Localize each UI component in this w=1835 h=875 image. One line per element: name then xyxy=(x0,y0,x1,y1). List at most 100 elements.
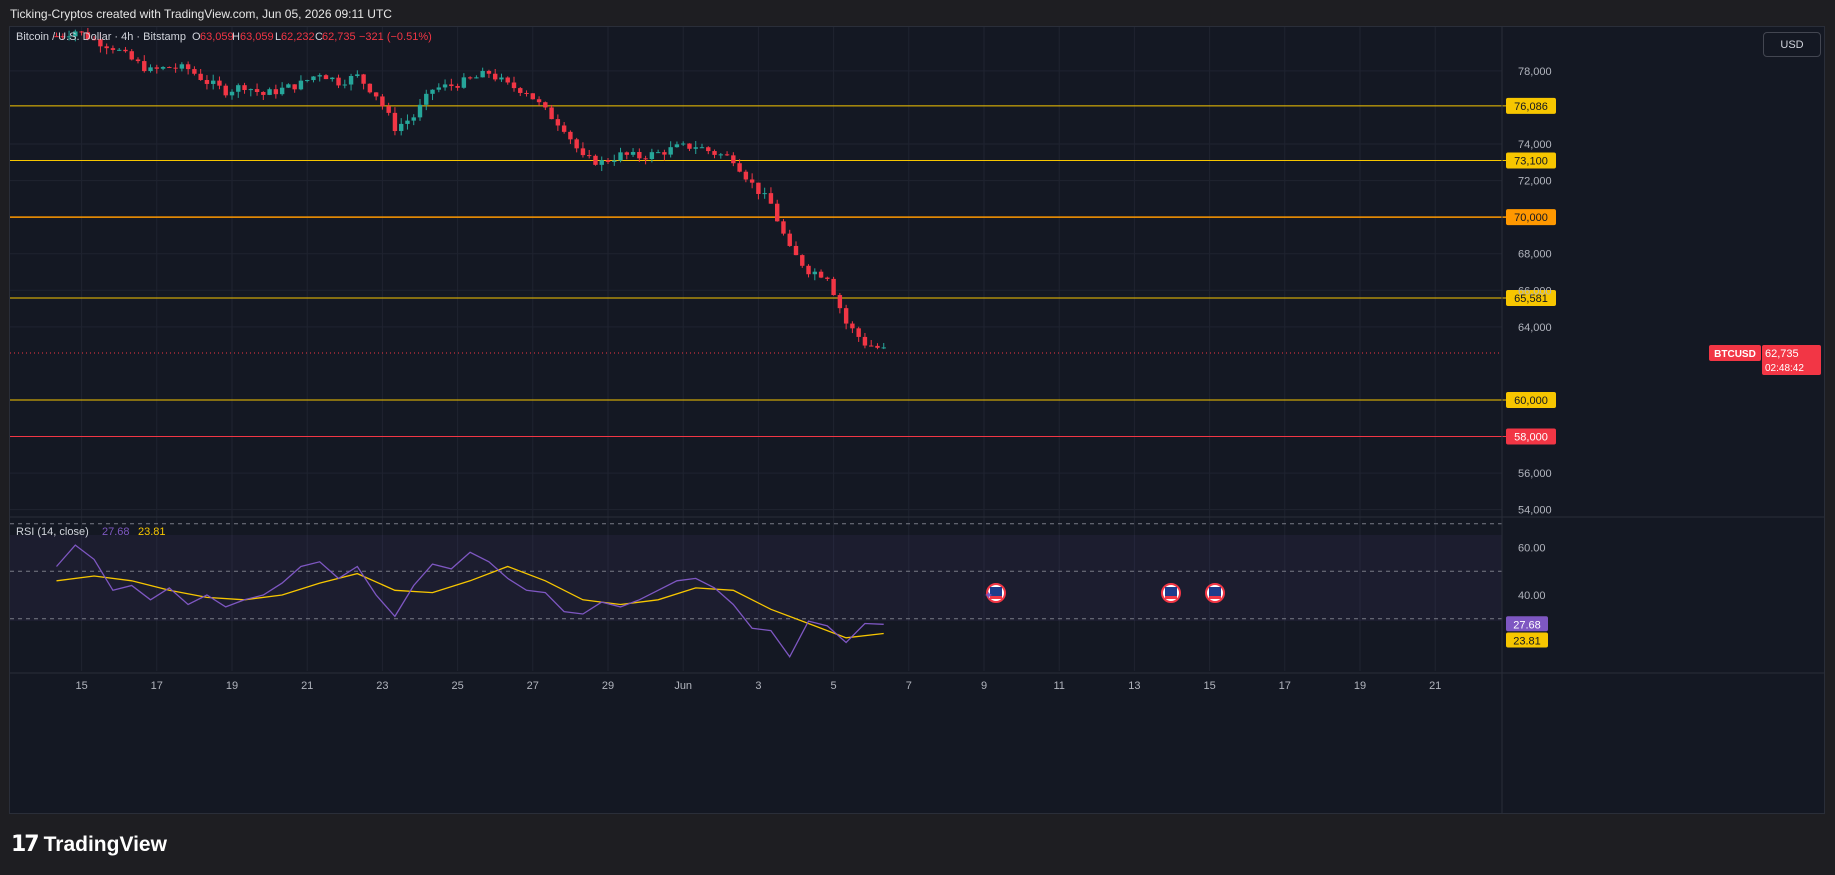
candle-body xyxy=(869,345,874,347)
candle-body xyxy=(643,158,648,160)
candle-body xyxy=(781,221,786,234)
candle-body xyxy=(612,160,617,162)
candle-body xyxy=(706,147,711,152)
time-tick-label: 17 xyxy=(1279,680,1291,692)
tradingview-logo[interactable]: 17 TradingView xyxy=(11,832,167,857)
event-marker-2[interactable] xyxy=(1161,583,1181,603)
candle-body xyxy=(98,39,103,47)
level-price-tag xyxy=(1506,391,1556,408)
level-price-tag xyxy=(1506,152,1556,169)
candle-body xyxy=(167,67,172,69)
candle-body xyxy=(229,91,235,96)
time-tick-label: 21 xyxy=(301,680,313,692)
currency-button[interactable]: USD xyxy=(1763,32,1821,57)
candle-body xyxy=(668,147,673,155)
candle-body xyxy=(417,104,423,118)
candle-body xyxy=(486,70,492,74)
candle-body xyxy=(549,107,554,120)
candle-body xyxy=(54,36,59,38)
candle-body xyxy=(543,102,548,108)
legend-open: 63,059 xyxy=(200,31,234,43)
legend-l-label: L xyxy=(275,31,281,43)
rsi-panel[interactable]: 27.68 23.81 xyxy=(10,523,1548,659)
candle-body xyxy=(411,117,416,121)
candle-body xyxy=(117,49,122,51)
candle-body xyxy=(430,89,435,94)
chart-caption: Ticking-Cryptos created with TradingView… xyxy=(10,7,392,21)
candle-body xyxy=(424,93,429,105)
level-price-tag xyxy=(1506,289,1556,306)
rsi-tick-label: 40.00 xyxy=(1518,590,1546,602)
candle-body xyxy=(110,48,116,50)
bar-countdown: 02:48:42 xyxy=(1765,363,1804,374)
candle-body xyxy=(530,93,535,100)
time-tick-label: 21 xyxy=(1429,680,1441,692)
candle-body xyxy=(693,147,698,149)
candle-body xyxy=(73,31,78,37)
last-price-value: 62,735 xyxy=(1765,348,1799,360)
candle-body xyxy=(655,152,661,154)
event-marker-1[interactable] xyxy=(986,583,1006,603)
chart-svg[interactable]: 76,086 73,100 70,000 65,581 60,000 58,000 27.… xyxy=(10,27,1825,814)
time-tick-label: 3 xyxy=(755,680,761,692)
level-price-tag xyxy=(1506,428,1556,445)
candle-body xyxy=(85,32,91,40)
candle-body xyxy=(236,85,241,92)
rsi-line xyxy=(56,544,884,659)
candlestick-series[interactable] xyxy=(54,27,886,350)
candle-body xyxy=(91,39,97,41)
legend-h-label: H xyxy=(232,31,240,43)
candle-body xyxy=(756,182,761,194)
time-tick-label: 17 xyxy=(151,680,163,692)
price-tick-label: 54,000 xyxy=(1518,505,1552,517)
rsi-legend-label: RSI (14, close) xyxy=(16,526,89,538)
candle-body xyxy=(568,131,573,140)
candle-body xyxy=(587,155,592,157)
event-marker-3[interactable] xyxy=(1205,583,1225,603)
candle-body xyxy=(123,49,128,52)
candle-body xyxy=(355,74,360,77)
rsi-band-fill xyxy=(10,535,1502,621)
candle-body xyxy=(800,255,805,266)
time-tick-label: 29 xyxy=(602,680,614,692)
candle-body xyxy=(436,87,441,90)
candle-body xyxy=(787,233,792,246)
candle-body xyxy=(305,80,310,82)
candle-body xyxy=(211,80,216,84)
candle-body xyxy=(449,84,454,87)
candle-body xyxy=(311,76,316,81)
legend-close: 62,735 xyxy=(322,31,356,43)
candle-body xyxy=(223,85,228,96)
candle-body xyxy=(768,193,774,204)
candle-body xyxy=(348,76,354,85)
candle-body xyxy=(204,79,210,84)
chart-panel[interactable]: 76,086 73,100 70,000 65,581 60,000 58,000 27.… xyxy=(9,26,1825,814)
time-tick-label: 13 xyxy=(1128,680,1140,692)
candle-body xyxy=(79,31,84,33)
candle-body xyxy=(392,112,398,132)
candle-body xyxy=(148,67,153,72)
time-tick-label: Jun xyxy=(674,680,692,692)
candle-body xyxy=(831,278,836,296)
candle-body xyxy=(493,73,498,80)
candle-body xyxy=(474,77,479,79)
candle-body xyxy=(342,84,347,86)
bottom-bar xyxy=(0,814,1835,875)
candle-body xyxy=(825,277,830,279)
candle-body xyxy=(762,193,767,195)
horizontal-levels[interactable]: 76,086 73,100 70,000 65,581 60,000 58,000 xyxy=(10,97,1556,445)
candle-body xyxy=(399,123,404,132)
time-tick-label: 9 xyxy=(981,680,987,692)
price-and-time-axes[interactable]: 78,000 74,000 72,000 68,000 66,000 64,000 56,0… xyxy=(10,27,1825,814)
candle-body xyxy=(261,92,266,95)
candle-body xyxy=(185,64,191,70)
level-price-label: 76,086 xyxy=(1514,101,1548,113)
candle-body xyxy=(856,328,861,337)
rsi-tick-label: 60.00 xyxy=(1518,543,1546,555)
candle-body xyxy=(749,179,755,183)
candle-body xyxy=(273,89,279,95)
level-price-label: 70,000 xyxy=(1514,212,1548,224)
tradingview-wordmark: TradingView xyxy=(43,832,167,856)
candle-body xyxy=(593,155,598,165)
candle-body xyxy=(574,139,579,149)
